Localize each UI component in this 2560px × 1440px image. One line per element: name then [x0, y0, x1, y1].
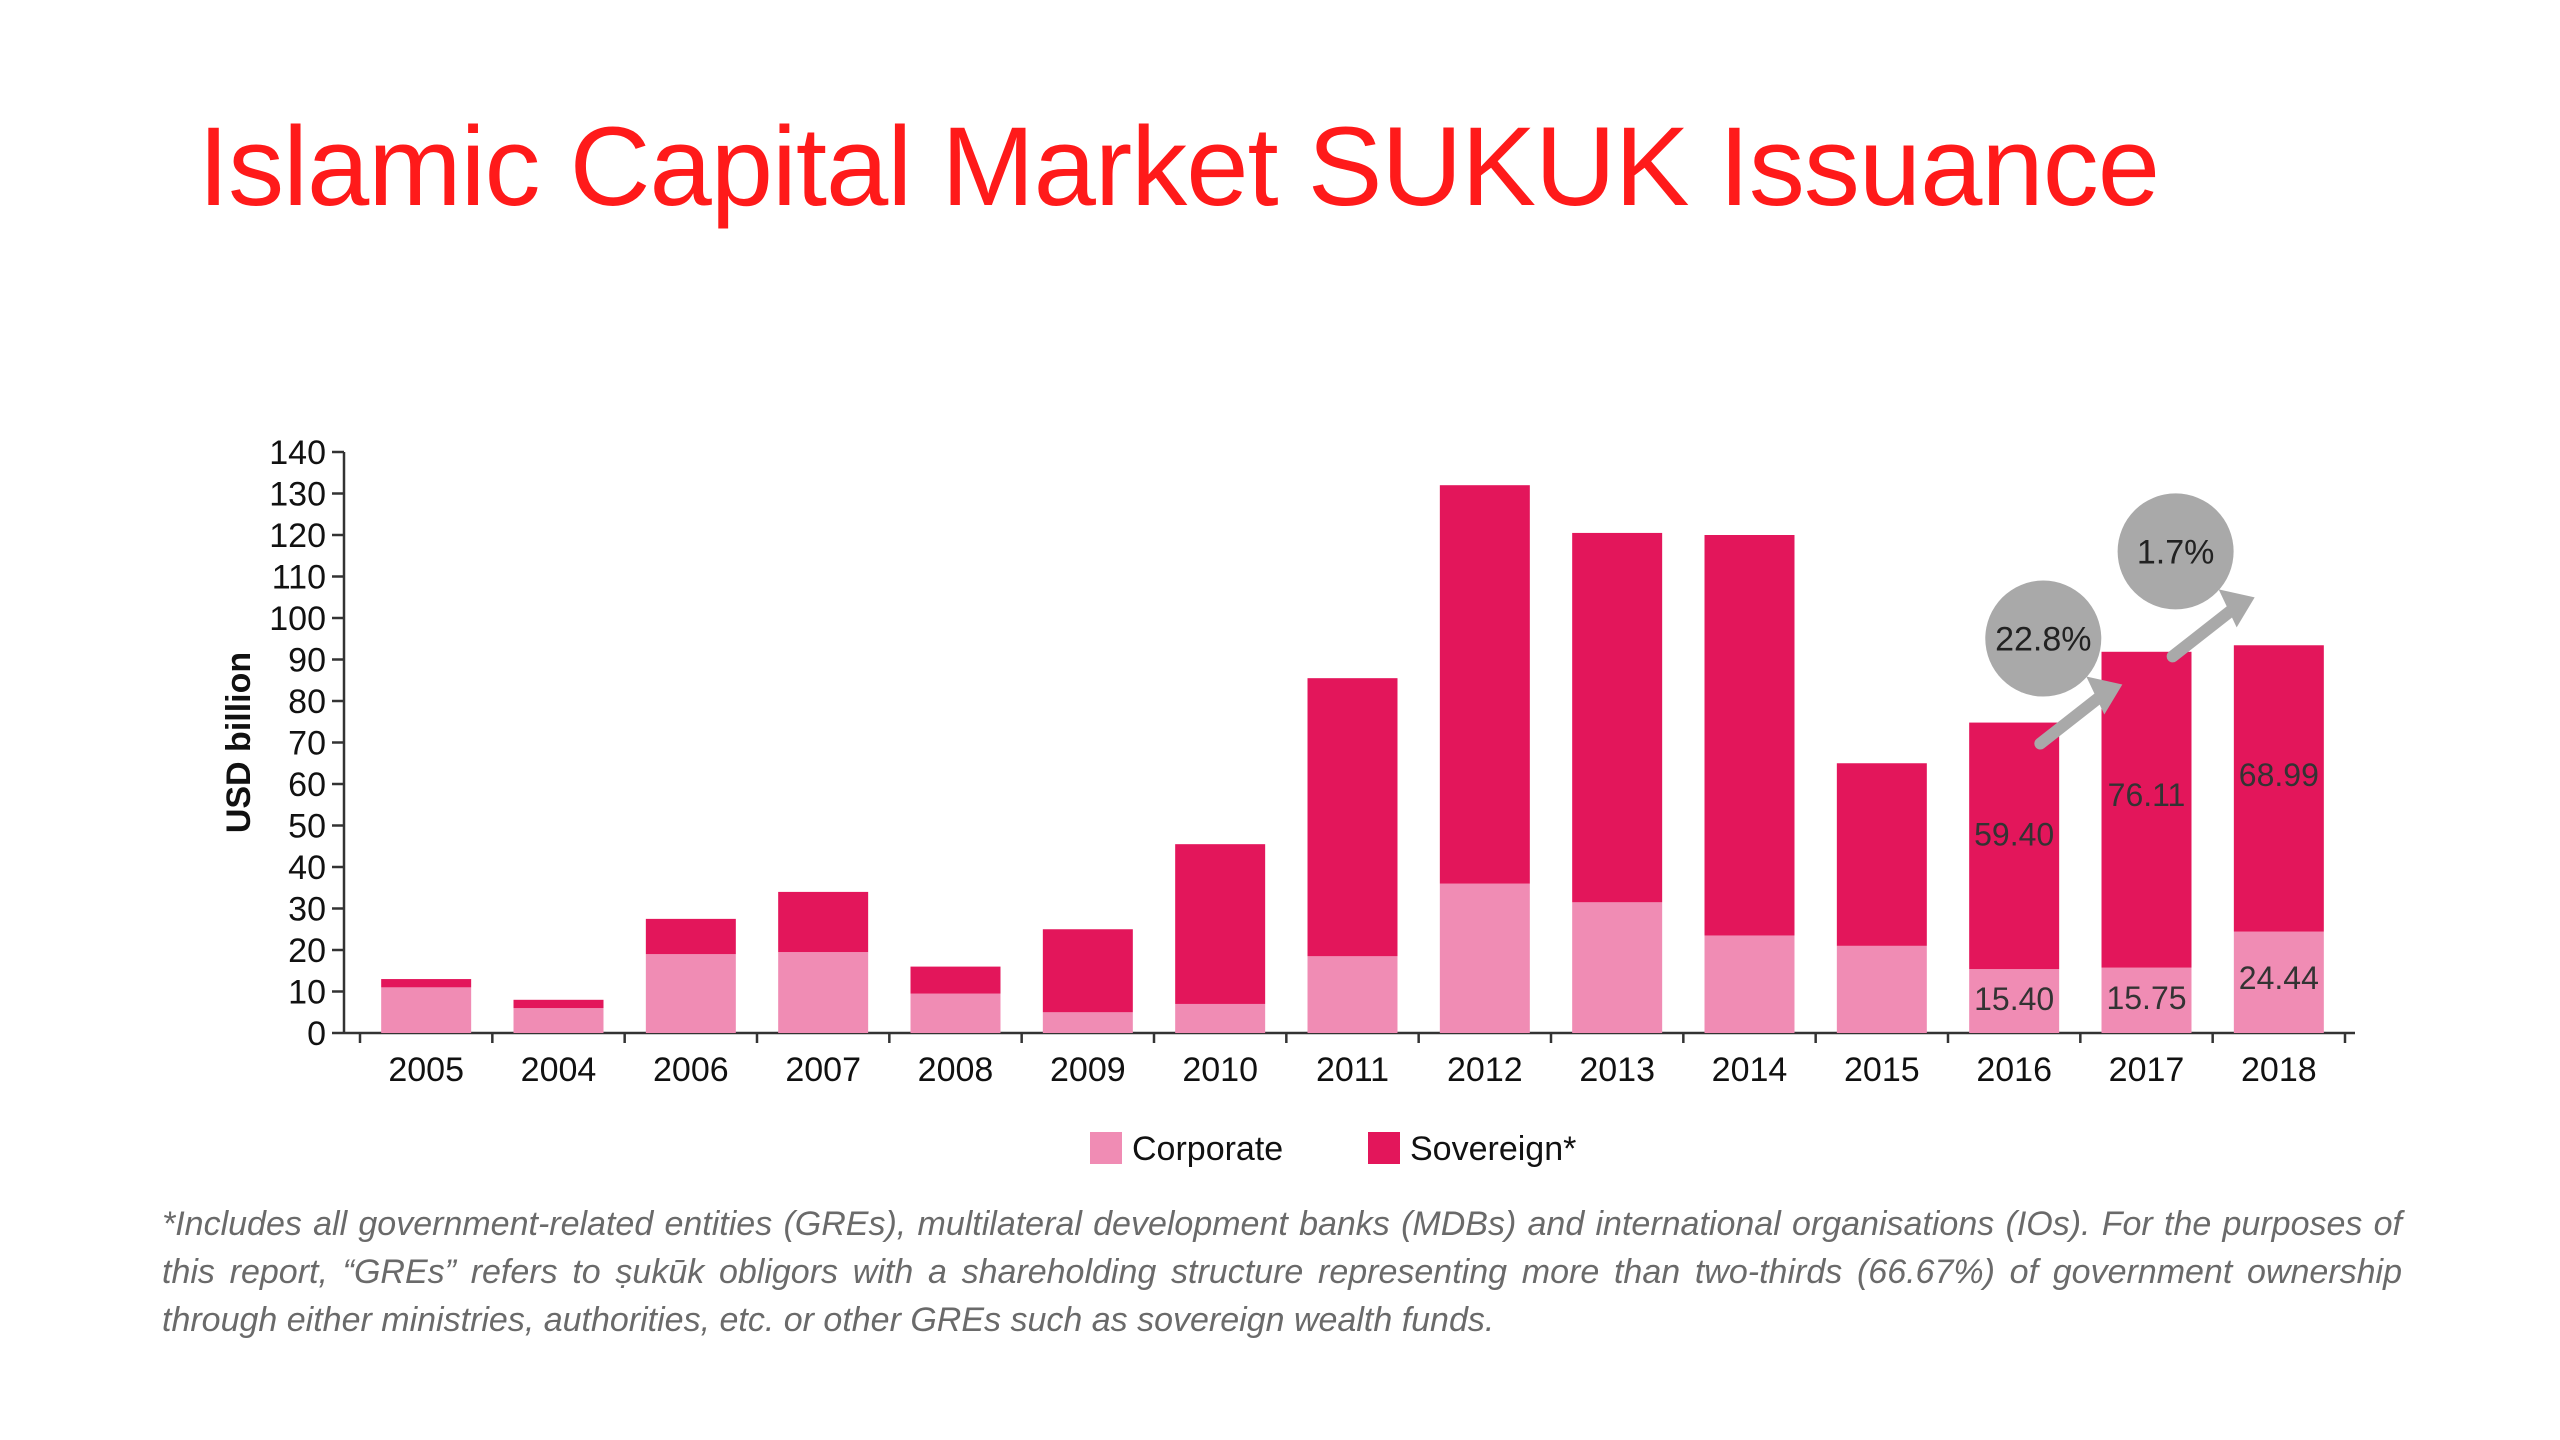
growth-bubble — [2117, 493, 2234, 610]
y-tick-label: 20 — [288, 932, 326, 970]
x-tick-label: 2013 — [1579, 1051, 1655, 1089]
bar-sovereign-2007 — [778, 891, 869, 953]
x-tick-label: 2004 — [521, 1051, 597, 1089]
y-tick-label: 90 — [288, 642, 326, 680]
y-tick-label: 100 — [269, 600, 326, 638]
x-tick-label: 2018 — [2241, 1051, 2317, 1089]
y-tick-label: 40 — [288, 849, 326, 887]
x-tick-label: 2008 — [918, 1051, 994, 1089]
growth-arrow — [2166, 603, 2239, 663]
bar-sovereign-2010 — [1175, 844, 1266, 1004]
data-label: 68.99 — [2239, 757, 2319, 793]
growth-label: 22.8% — [1995, 621, 2091, 659]
bar-sovereign-2018 — [2233, 645, 2324, 932]
bar-sovereign-2008 — [910, 966, 1001, 994]
x-tick-label: 2011 — [1316, 1051, 1389, 1089]
growth-bubble — [1985, 580, 2102, 697]
bar-sovereign-2005 — [381, 979, 472, 988]
x-tick-label: 2007 — [785, 1051, 861, 1089]
bar-corporate-2013 — [1572, 902, 1663, 1033]
growth-arrow-head — [2086, 676, 2123, 715]
bar-sovereign-2004 — [513, 999, 604, 1009]
y-tick-label: 30 — [288, 891, 326, 929]
bar-sovereign-2017 — [2101, 651, 2192, 968]
legend-label: Corporate — [1132, 1130, 1283, 1168]
bar-corporate-2010 — [1175, 1003, 1266, 1033]
x-tick-label: 2012 — [1447, 1051, 1523, 1089]
bar-sovereign-2014 — [1704, 535, 1795, 936]
bar-corporate-2017 — [2101, 967, 2192, 1033]
y-tick-label: 70 — [288, 725, 326, 763]
bar-corporate-2014 — [1704, 935, 1795, 1033]
y-tick-label: 120 — [269, 517, 326, 555]
y-tick-label: 130 — [269, 476, 326, 514]
y-tick-label: 50 — [288, 808, 326, 846]
x-tick-label: 2014 — [1712, 1051, 1788, 1089]
bar-sovereign-2009 — [1042, 929, 1133, 1013]
y-tick-label: 60 — [288, 766, 326, 804]
footnote: *Includes all government-related entitie… — [162, 1205, 2402, 1339]
y-tick-label: 140 — [269, 434, 326, 472]
bar-sovereign-2012 — [1439, 485, 1530, 884]
y-axis-label: USD billion — [220, 652, 258, 833]
x-tick-label: 2015 — [1844, 1051, 1920, 1089]
y-tick-label: 80 — [288, 683, 326, 721]
y-tick-label: 10 — [288, 974, 326, 1012]
x-tick-label: 2017 — [2109, 1051, 2185, 1089]
x-tick-label: 2009 — [1050, 1051, 1126, 1089]
bar-corporate-2009 — [1042, 1012, 1133, 1033]
legend-swatch-corporate — [1090, 1132, 1122, 1164]
page-title: Islamic Capital Market SUKUK Issuance — [198, 104, 2160, 229]
x-tick-label: 2010 — [1182, 1051, 1258, 1089]
data-label: 15.75 — [2106, 980, 2186, 1016]
data-label: 24.44 — [2239, 960, 2319, 996]
bar-sovereign-2013 — [1572, 532, 1663, 903]
growth-arrow — [2034, 690, 2107, 750]
data-label: 76.11 — [2108, 777, 2186, 813]
x-tick-label: 2005 — [388, 1051, 464, 1089]
bar-sovereign-2006 — [645, 918, 736, 955]
data-label: 59.40 — [1974, 817, 2054, 853]
y-tick-label: 110 — [272, 559, 326, 597]
y-tick-label: 0 — [307, 1015, 326, 1053]
bar-corporate-2004 — [513, 1008, 604, 1033]
x-tick-label: 2006 — [653, 1051, 729, 1089]
bar-corporate-2007 — [778, 952, 869, 1033]
growth-arrow-head — [2218, 589, 2255, 628]
legend-swatch-sovereign — [1368, 1132, 1400, 1164]
bar-corporate-2012 — [1439, 883, 1530, 1033]
bar-corporate-2006 — [645, 954, 736, 1033]
bar-sovereign-2016 — [1969, 722, 2060, 970]
bar-corporate-2008 — [910, 993, 1001, 1033]
bar-sovereign-2015 — [1836, 763, 1927, 946]
x-tick-label: 2016 — [1976, 1051, 2052, 1089]
bar-corporate-2011 — [1307, 956, 1398, 1033]
bar-corporate-2016 — [1969, 969, 2060, 1033]
bar-corporate-2015 — [1836, 945, 1927, 1033]
growth-label: 1.7% — [2137, 533, 2215, 571]
data-label: 15.40 — [1974, 981, 2054, 1017]
bar-corporate-2018 — [2233, 931, 2324, 1033]
legend-label: Sovereign* — [1410, 1130, 1576, 1168]
bar-sovereign-2011 — [1307, 678, 1398, 957]
bar-corporate-2005 — [381, 987, 472, 1033]
